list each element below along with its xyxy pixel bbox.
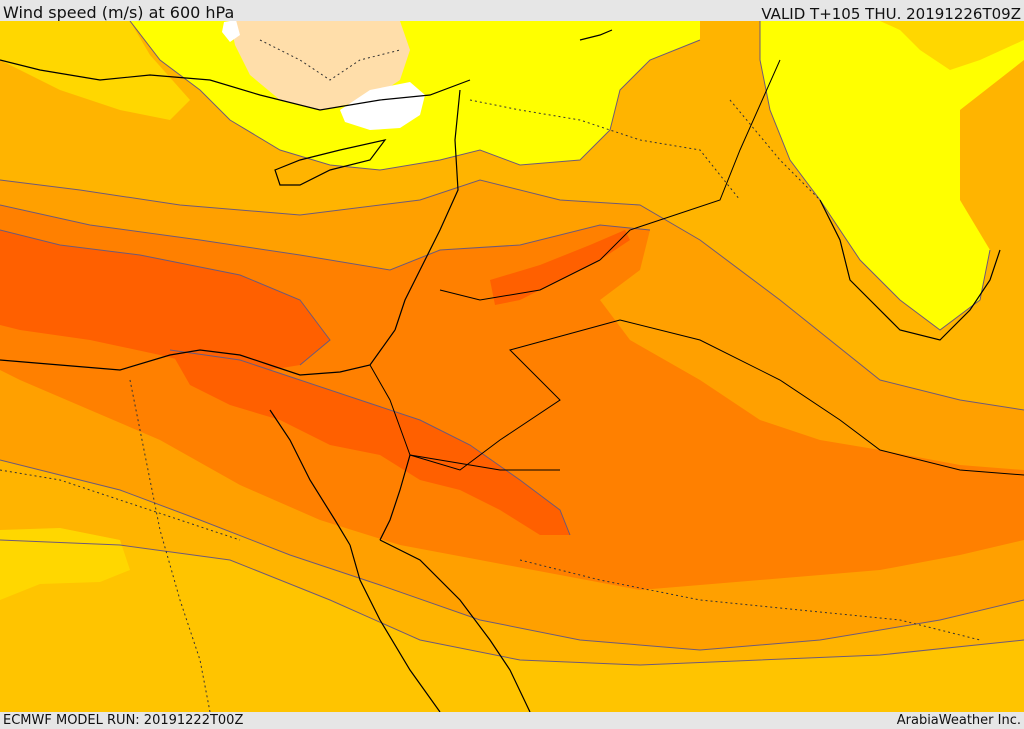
national-boundaries	[369, 59, 1024, 476]
coastline-cyprus	[274, 139, 387, 186]
boundary-jordan-saudi	[409, 319, 621, 471]
contour-line-6	[169, 349, 571, 536]
model-run-label: ECMWF MODEL RUN: 20191222T00Z	[3, 713, 244, 728]
band-white-spot-small	[222, 21, 240, 42]
band-white-spot	[340, 82, 425, 130]
coastline-caspian-hint	[579, 29, 613, 41]
wind-speed-map-svg	[0, 21, 1024, 712]
band-gold-north	[0, 21, 190, 120]
band-gold-south	[0, 540, 1024, 712]
contour-line-8	[759, 21, 991, 331]
political-borders	[0, 39, 981, 712]
border-syria-iraq	[469, 99, 741, 201]
coastline-persian-gulf	[819, 199, 1001, 341]
boundary-syria-iraq	[599, 59, 781, 261]
coastline-anatolia-south	[0, 59, 471, 111]
band-gold-west	[0, 528, 130, 600]
coastline-gulf-of-suez	[269, 409, 351, 546]
band-red-orange-west	[0, 230, 330, 375]
border-egypt-sudan	[0, 469, 241, 541]
contour-line-7	[129, 21, 701, 171]
map-title: Wind speed (m/s) at 600 hPa	[3, 3, 235, 22]
border-iraq-iran	[729, 99, 821, 201]
coastline-egypt-north	[0, 329, 396, 376]
coastline-gulf-of-aqaba	[379, 454, 411, 541]
contour-line-2	[0, 204, 651, 271]
boundary-iraq-saudi	[619, 319, 1024, 476]
band-yellow-east	[760, 21, 1024, 330]
contour-line-3	[0, 229, 331, 366]
band-gold-northeast	[880, 21, 1024, 70]
coastlines	[0, 29, 1001, 712]
valid-time-label: VALID T+105 THU. 20191226T09Z	[761, 5, 1021, 23]
contour-line-1	[0, 179, 1024, 411]
coastline-levant	[394, 89, 461, 331]
border-anatolia-inner	[259, 39, 401, 81]
boundary-egypt-sudan-solid	[409, 454, 560, 471]
band-red-orange-center	[170, 350, 570, 535]
boundary-egypt-israel	[369, 364, 411, 456]
contour-line-4	[0, 459, 1024, 651]
coastline-red-sea-west	[349, 544, 441, 712]
wind-speed-map	[0, 21, 1024, 712]
border-libya-egypt	[129, 379, 211, 712]
coastline-red-sea-east	[379, 539, 531, 712]
contour-lines	[0, 21, 1024, 666]
map-footer: ECMWF MODEL RUN: 20191222T00Z ArabiaWeat…	[0, 712, 1024, 729]
contour-line-5	[0, 539, 1024, 666]
provider-label: ArabiaWeather Inc.	[896, 713, 1021, 728]
map-header: Wind speed (m/s) at 600 hPa VALID T+105 …	[0, 0, 1024, 23]
band-lightest-anatolia	[230, 21, 410, 110]
band-red-orange-jet	[490, 230, 630, 305]
boundary-syria-jordan	[439, 259, 601, 301]
